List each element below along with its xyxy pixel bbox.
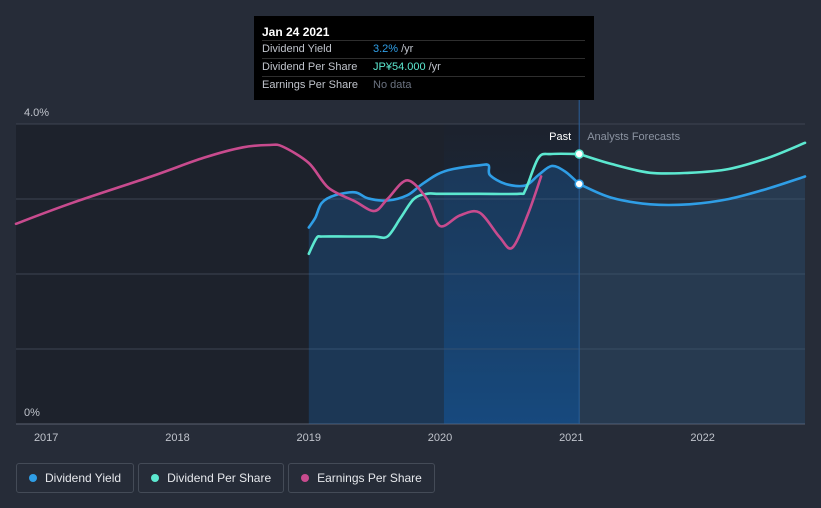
dividend-per-share-dot-icon: [151, 474, 160, 482]
dividend-yield-area: [308, 164, 580, 424]
tooltip-unit: /yr: [428, 61, 441, 73]
tooltip-label: Dividend Per Share: [262, 61, 358, 73]
x-tick-label: 2019: [297, 432, 321, 444]
legend-item-dividend-yield[interactable]: Dividend Yield: [16, 463, 135, 493]
y-tick-label: 4.0%: [24, 107, 49, 119]
forecast-label: Analysts Forecasts: [587, 131, 680, 143]
dividend-per-share-marker: [574, 149, 584, 159]
dividend-yield-marker: [574, 179, 584, 189]
grid-lines: [16, 123, 805, 425]
x-tick-label: 2017: [34, 432, 58, 444]
past-label: Past: [549, 131, 571, 143]
legend: Dividend Yield Dividend Per Share Earnin…: [16, 463, 435, 493]
tooltip-value: JP¥54.000: [373, 61, 426, 73]
x-axis-ticks: 2017 2018 2019 2020 2021 2022: [34, 432, 715, 444]
earnings-per-share-line: [14, 143, 543, 250]
x-tick-label: 2018: [165, 432, 189, 444]
dividend-per-share-line: [307, 152, 581, 256]
tooltip-row-dividend-yield: Dividend Yield 3.2% /yr: [262, 40, 585, 58]
dividend-yield-forecast-line: [577, 175, 807, 207]
dividend-yield-line: [307, 163, 581, 229]
tooltip-unit: /yr: [401, 43, 414, 55]
dividend-yield-dot-icon: [29, 474, 37, 482]
x-tick-label: 2020: [428, 432, 452, 444]
legend-label: Earnings Per Share: [317, 471, 422, 485]
x-tick-label: 2021: [559, 432, 583, 444]
x-tick-label: 2022: [690, 432, 714, 444]
earnings-per-share-dot-icon: [301, 474, 310, 482]
tooltip-row-dividend-per-share: Dividend Per Share JP¥54.000 /yr: [262, 58, 585, 76]
tooltip-date: Jan 24 2021: [262, 25, 330, 39]
dividend-per-share-forecast-line: [577, 141, 807, 175]
legend-label: Dividend Yield: [45, 471, 122, 485]
y-tick-label: 0%: [24, 407, 40, 419]
hover-markers: [574, 149, 584, 189]
tooltip-label: Earnings Per Share: [262, 79, 358, 91]
series-lines: [14, 141, 807, 256]
tooltip-row-earnings-per-share: Earnings Per Share No data: [262, 76, 585, 94]
legend-item-earnings-per-share[interactable]: Earnings Per Share: [288, 463, 435, 493]
legend-label: Dividend Per Share: [167, 471, 272, 485]
tooltip: Jan 24 2021 Dividend Yield 3.2% /yr Divi…: [254, 16, 594, 100]
dividend-yield-forecast-area: [579, 176, 805, 424]
tooltip-label: Dividend Yield: [262, 43, 332, 55]
legend-item-dividend-per-share[interactable]: Dividend Per Share: [138, 463, 285, 493]
tooltip-value: No data: [373, 79, 412, 91]
y-axis-ticks: 0% 4.0%: [24, 107, 49, 419]
tooltip-value: 3.2%: [373, 43, 399, 55]
